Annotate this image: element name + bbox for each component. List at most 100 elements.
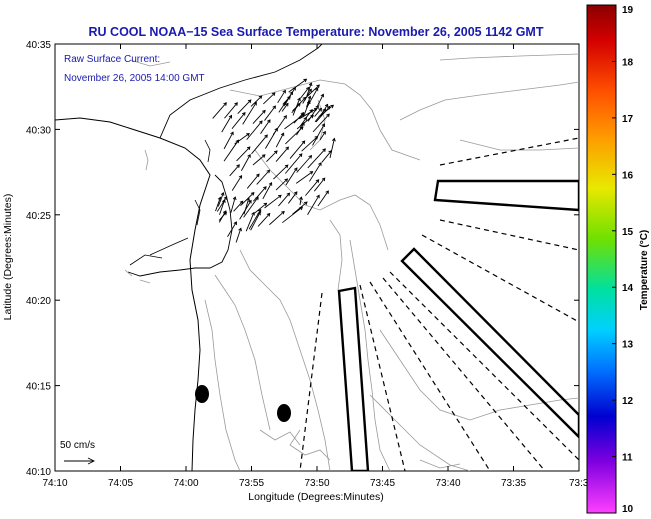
x-tick-label: 73:40 — [435, 478, 460, 489]
current-vector — [317, 94, 324, 106]
current-vector — [317, 190, 329, 207]
x-axis: 74:10 74:05 74:00 73:55 73:50 73:45 73:40 73:35… — [42, 44, 589, 489]
current-vector-head — [293, 167, 298, 172]
current-vector-head — [271, 92, 276, 96]
current-vector-head — [253, 101, 257, 106]
current-vector-head — [220, 191, 225, 196]
current-vector — [273, 164, 289, 180]
current-vector — [217, 192, 224, 207]
current-vector — [321, 150, 332, 163]
current-vector-head — [299, 196, 303, 201]
current-vector — [235, 228, 242, 243]
current-vector-head — [315, 105, 319, 109]
plot-area — [54, 43, 580, 472]
current-vector-head — [310, 114, 314, 119]
colorbar — [586, 4, 617, 514]
current-vector-head — [313, 107, 318, 112]
current-vector — [314, 108, 322, 117]
current-vector-head — [308, 88, 312, 93]
current-vector — [277, 90, 286, 104]
current-vector-head — [223, 196, 228, 200]
current-vector-head — [248, 199, 252, 204]
current-vector-head — [297, 102, 301, 107]
current-vector-head — [285, 102, 289, 107]
current-vector-head — [267, 119, 271, 123]
current-vector — [296, 155, 312, 173]
y-tick-label: 40:15 — [26, 382, 51, 393]
current-vector-head — [246, 146, 251, 151]
current-vector — [299, 108, 318, 120]
current-vector — [252, 110, 266, 124]
current-vector — [293, 112, 304, 124]
current-vector — [240, 154, 251, 171]
current-vector-head — [307, 95, 312, 100]
current-vector — [284, 114, 305, 130]
current-vector — [315, 106, 331, 123]
x-axis-label: Longitude (Degrees:Minutes) — [248, 491, 383, 503]
scale-label: 50 cm/s — [60, 440, 95, 451]
current-vector — [312, 123, 325, 146]
current-vector — [246, 120, 263, 140]
current-vector — [282, 206, 303, 224]
current-vector — [313, 177, 326, 192]
current-vector-head — [223, 211, 227, 216]
current-vector-head — [246, 197, 251, 202]
y-axis: 40:35 40:30 40:25 40:20 40:15 40:10 — [26, 40, 579, 478]
colorbar-label: Temperature (°C) — [639, 230, 650, 311]
current-vector — [307, 148, 326, 169]
current-vector — [260, 119, 271, 135]
current-vector-head — [316, 194, 320, 199]
current-vector-head — [257, 211, 261, 216]
current-vector — [243, 196, 259, 218]
current-vector — [223, 139, 239, 162]
current-vector-head — [322, 148, 326, 152]
current-vector-head — [287, 95, 291, 100]
current-vector-head — [318, 107, 323, 112]
current-vector-head — [232, 196, 237, 201]
current-vector-head — [234, 102, 238, 106]
current-vector-head — [303, 78, 308, 83]
current-vector-head — [318, 162, 322, 166]
current-vector — [288, 78, 307, 93]
current-vector — [264, 128, 278, 149]
annotation-line-1: Raw Surface Current: — [64, 54, 160, 65]
current-vector — [306, 82, 312, 97]
current-vector-head — [235, 139, 240, 144]
current-vector-head — [285, 146, 289, 151]
current-vector-head — [331, 137, 336, 142]
current-vector — [223, 131, 234, 150]
current-vector-head — [266, 169, 271, 174]
current-vector — [218, 211, 227, 221]
current-vector — [251, 134, 268, 155]
current-vector — [230, 196, 236, 213]
current-vector — [242, 102, 257, 125]
current-vector-head — [247, 154, 251, 158]
x-tick-label: 74:00 — [173, 478, 198, 489]
current-vector-head — [326, 105, 331, 110]
current-vector-head — [303, 201, 308, 206]
sandy-hook — [127, 174, 233, 277]
current-vector-head — [255, 196, 259, 201]
current-vector-head — [261, 154, 266, 158]
colorbar-tick-label: 11 — [622, 453, 633, 464]
current-vector-head — [272, 105, 276, 110]
current-vector-head — [282, 89, 286, 94]
colorbar-tick-label: 10 — [622, 504, 634, 515]
current-vector-head — [286, 192, 291, 197]
current-vector — [291, 103, 301, 114]
x-tick-label: 73:3 — [569, 478, 589, 489]
current-vector-head — [330, 104, 335, 109]
current-vector — [299, 117, 307, 127]
current-vector-head — [264, 134, 268, 139]
current-vector-head — [268, 181, 273, 186]
current-vector-head — [324, 103, 329, 108]
colorbar-tick-label: 16 — [622, 170, 634, 181]
current-vector — [237, 99, 252, 114]
current-vector — [236, 146, 251, 162]
current-vector — [246, 173, 260, 189]
current-vector-head — [233, 221, 237, 226]
current-vector-head — [322, 130, 326, 135]
current-vector-head — [308, 82, 313, 87]
current-vector-head — [263, 202, 268, 207]
